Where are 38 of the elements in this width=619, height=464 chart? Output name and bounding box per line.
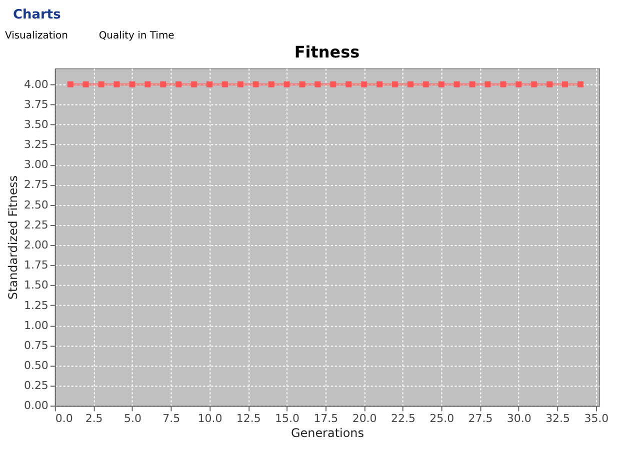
y-tick-label: 3.50 <box>24 118 48 131</box>
y-tick-label: 3.75 <box>24 98 48 111</box>
y-tick-label: 0.50 <box>24 359 48 372</box>
x-tick-label: 12.5 <box>236 412 261 426</box>
x-axis-title: Generations <box>290 426 364 440</box>
y-tick-label: 0.25 <box>24 379 48 392</box>
y-tick-label: 1.25 <box>24 298 48 312</box>
x-tick-label: 22.5 <box>390 412 416 426</box>
x-tick-label: 2.5 <box>85 412 103 426</box>
y-tick-label: 0.75 <box>24 338 48 352</box>
y-tick-label: 3.00 <box>24 158 48 172</box>
y-tick-label: 0.00 <box>24 399 48 412</box>
y-tick-label: 2.25 <box>24 218 48 232</box>
x-tick-label: 10.0 <box>198 412 222 426</box>
x-tick-label: 0.0 <box>55 412 73 426</box>
chart-title: Fitness <box>294 42 360 62</box>
y-axis-title: Standardized Fitness <box>6 175 20 300</box>
y-tick-label: 3.25 <box>24 138 48 152</box>
y-tick-label: 2.50 <box>24 198 48 212</box>
y-tick-label: 1.00 <box>24 318 48 332</box>
y-tick-label: 4.00 <box>24 78 48 91</box>
x-tick-label: 17.5 <box>314 412 338 426</box>
x-tick-label: 30.0 <box>506 412 532 426</box>
y-tick-label: 1.50 <box>24 278 48 292</box>
text: Quality in Time <box>98 30 174 42</box>
text: Visualization <box>4 30 68 42</box>
y-tick-label: 1.75 <box>24 258 48 272</box>
x-tick-label: 32.5 <box>546 412 570 426</box>
x-tick-label: 25.0 <box>430 412 454 426</box>
x-tick-label: 7.5 <box>162 412 180 426</box>
x-tick-label: 5.0 <box>124 412 142 426</box>
x-tick-label: 35.0 <box>584 412 609 426</box>
y-tick-label: 2.75 <box>24 178 48 192</box>
x-tick-label: 27.5 <box>468 412 493 426</box>
x-tick-label: 20.0 <box>352 412 377 426</box>
text: Charts <box>12 7 62 22</box>
x-tick-label: 15.0 <box>275 412 300 426</box>
y-tick-label: 2.00 <box>24 238 48 252</box>
